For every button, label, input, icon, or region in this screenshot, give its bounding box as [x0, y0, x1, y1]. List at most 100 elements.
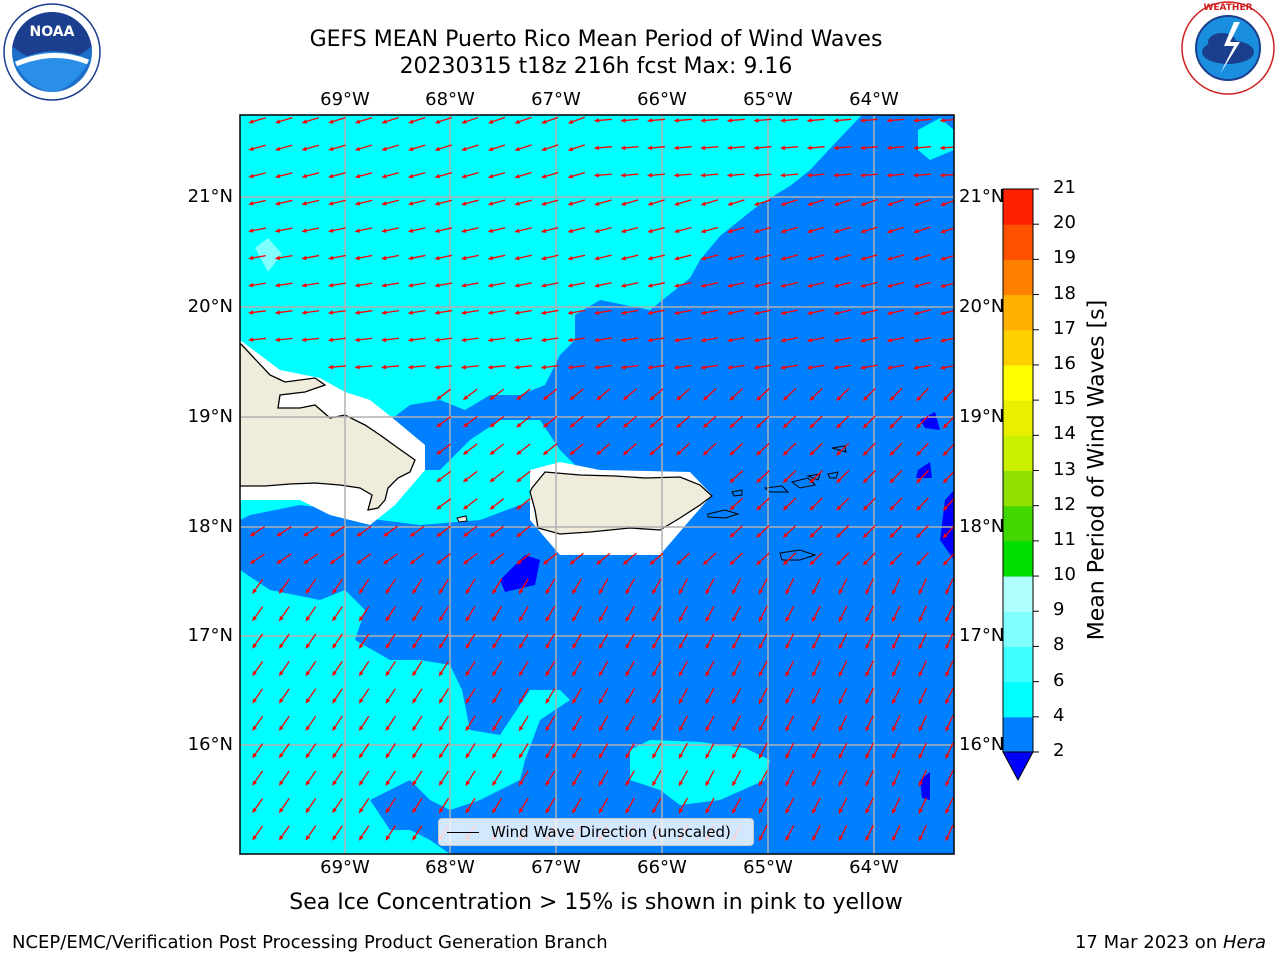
wind-wave-arrow	[916, 415, 929, 429]
wind-wave-arrow	[785, 660, 795, 677]
wind-wave-arrow	[806, 337, 825, 343]
wind-wave-arrow	[327, 310, 346, 315]
wind-wave-arrow	[860, 226, 878, 234]
wind-wave-arrow	[385, 578, 396, 595]
wind-wave-arrow	[252, 715, 264, 731]
wind-wave-arrow	[732, 688, 742, 705]
wind-wave-arrow	[758, 605, 768, 623]
legend-line-swatch	[447, 831, 479, 833]
wind-wave-arrow	[780, 173, 799, 178]
wind-wave-arrow	[438, 660, 450, 677]
wind-wave-arrow	[916, 442, 929, 457]
wind-wave-arrow	[462, 553, 478, 565]
wind-wave-arrow	[434, 172, 453, 179]
wind-wave-arrow	[785, 742, 795, 760]
wind-wave-arrow	[702, 415, 717, 429]
wind-wave-arrow	[945, 633, 954, 650]
nws-logo: WEATHER	[1181, 1, 1275, 95]
wind-wave-arrow	[836, 470, 850, 484]
wind-wave-arrow	[812, 605, 821, 623]
wind-wave-arrow	[647, 118, 666, 123]
wind-wave-arrow	[465, 660, 476, 677]
wind-wave-arrow	[833, 118, 852, 123]
wind-wave-arrow	[785, 824, 795, 842]
wind-wave-arrow	[939, 337, 954, 343]
wind-wave-arrow	[489, 443, 505, 455]
wind-wave-arrow	[889, 552, 903, 566]
wind-wave-arrow	[732, 578, 742, 595]
wind-wave-arrow	[886, 364, 905, 370]
wind-wave-arrow	[729, 552, 744, 566]
wind-wave-arrow	[756, 442, 770, 456]
wind-wave-arrow	[676, 442, 691, 456]
wind-wave-arrow	[461, 171, 479, 179]
wind-wave-arrow	[301, 227, 320, 233]
wind-wave-arrow	[620, 118, 639, 123]
wind-wave-arrow	[301, 199, 320, 206]
wind-wave-arrow	[305, 743, 317, 759]
wind-wave-arrow	[916, 469, 929, 484]
wind-wave-arrow	[328, 172, 346, 179]
wind-wave-arrow	[407, 309, 426, 315]
wind-wave-arrow	[625, 742, 635, 759]
wind-wave-arrow	[516, 388, 531, 401]
wind-wave-arrow	[407, 337, 426, 343]
wind-wave-arrow	[572, 715, 582, 732]
wind-wave-arrow	[465, 633, 476, 650]
wind-wave-arrow	[572, 742, 582, 759]
wind-wave-arrow	[726, 145, 745, 151]
wind-wave-arrow	[705, 797, 715, 814]
wind-wave-arrow	[726, 364, 745, 370]
wind-wave-arrow	[305, 578, 317, 595]
wind-wave-arrow	[860, 199, 878, 206]
wind-wave-arrow	[434, 227, 453, 233]
colorbar-tick-label: 20	[1053, 212, 1076, 234]
wind-wave-arrow	[434, 199, 453, 206]
wind-wave-arrow	[492, 660, 503, 677]
wind-wave-arrow	[248, 227, 266, 233]
wind-wave-arrow	[892, 660, 901, 678]
wind-wave-arrow	[436, 443, 451, 455]
wind-wave-arrow	[753, 281, 772, 288]
wind-wave-arrow	[705, 578, 715, 595]
wind-wave-arrow	[939, 145, 954, 151]
wind-wave-arrow	[434, 254, 453, 261]
wind-wave-arrow	[865, 770, 874, 787]
wind-wave-arrow	[356, 525, 372, 537]
wind-wave-arrow	[382, 553, 398, 565]
wind-wave-arrow	[301, 144, 320, 151]
wind-wave-arrow	[514, 199, 532, 206]
wind-wave-arrow	[916, 387, 929, 402]
wind-wave-arrow	[702, 388, 717, 401]
wind-wave-arrow	[649, 552, 664, 565]
colorbar-tick-label: 6	[1053, 669, 1065, 691]
wind-wave-arrow	[865, 824, 874, 842]
wind-wave-arrow	[647, 254, 665, 261]
colorbar-segment	[1003, 646, 1033, 683]
wind-wave-arrow	[274, 172, 293, 179]
wind-wave-arrow	[865, 633, 874, 650]
wind-wave-arrow	[545, 742, 556, 759]
wind-wave-arrow	[942, 497, 954, 511]
wind-wave-arrow	[782, 442, 797, 456]
wind-wave-arrow	[249, 553, 266, 564]
wind-wave-arrow	[705, 660, 715, 677]
wind-wave-arrow	[647, 173, 666, 178]
wind-wave-arrow	[385, 715, 396, 732]
wind-wave-arrow	[332, 797, 343, 814]
wind-wave-arrow	[918, 660, 927, 678]
wind-wave-arrow	[758, 742, 768, 760]
wind-wave-arrow	[809, 387, 823, 401]
lon-bottom-label: 66°W	[637, 857, 687, 878]
wind-wave-arrow	[732, 660, 742, 677]
wind-wave-arrow	[518, 797, 529, 814]
wind-wave-arrow	[332, 633, 343, 649]
wind-wave-arrow	[705, 770, 715, 787]
wind-wave-arrow	[918, 578, 927, 595]
wind-wave-arrow	[329, 525, 345, 537]
wind-wave-arrow	[862, 387, 876, 402]
wind-wave-arrow	[726, 337, 745, 343]
wind-wave-arrow	[758, 715, 768, 732]
wind-wave-arrow	[620, 199, 639, 206]
wind-wave-arrow	[567, 144, 585, 152]
